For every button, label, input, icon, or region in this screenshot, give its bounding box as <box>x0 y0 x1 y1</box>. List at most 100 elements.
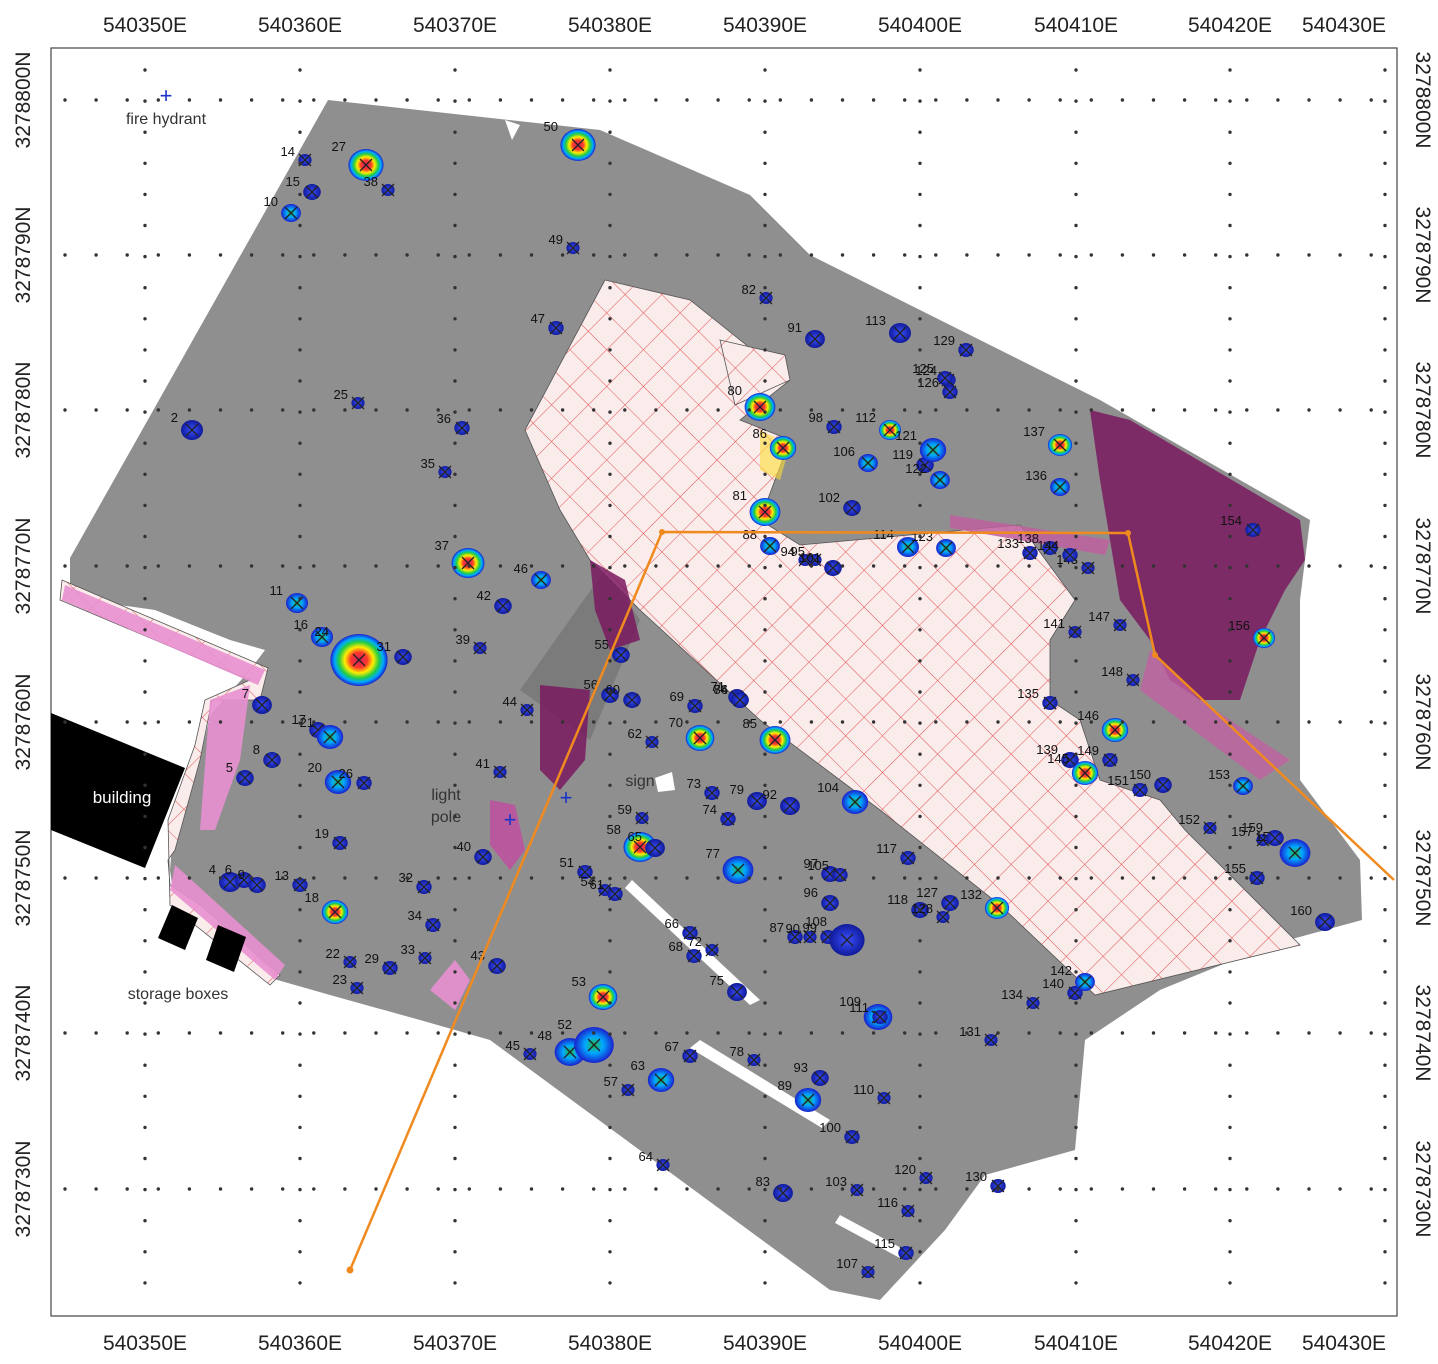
anomaly-label: 91 <box>788 320 802 335</box>
grid-dot <box>187 98 192 102</box>
anomaly-88: 88 <box>743 527 780 555</box>
anomaly-cross-marker <box>1078 766 1092 780</box>
anomaly-cross-marker <box>656 1158 670 1172</box>
grid-dot <box>608 1032 612 1036</box>
anomaly-label: 67 <box>665 1039 679 1054</box>
x-tick-label-top: 540400E <box>878 14 962 37</box>
grid-dot <box>1276 1031 1280 1035</box>
anomaly-label: 145 <box>1047 751 1069 766</box>
grid-dot <box>453 472 457 476</box>
anomaly-cross-marker <box>747 1053 761 1067</box>
grid-dot <box>685 720 689 724</box>
anomaly-59: 59 <box>618 802 649 825</box>
grid-dot <box>143 503 147 508</box>
grid-dot <box>608 130 612 134</box>
grid-dot <box>608 628 612 632</box>
grid-dot <box>1228 970 1232 974</box>
anomaly-label: 144 <box>1037 538 1059 553</box>
grid-dot <box>453 814 457 819</box>
grid-dot <box>298 970 302 974</box>
grid-dot <box>298 876 302 881</box>
grid-dot <box>467 564 471 568</box>
grid-dot <box>918 503 922 508</box>
anomaly-label: 26 <box>339 766 353 781</box>
grid-dot <box>918 534 922 539</box>
grid-dot <box>608 192 612 197</box>
anomaly-cross-marker <box>1250 871 1264 885</box>
anomaly-cross-marker <box>223 875 237 889</box>
grid-dot <box>343 408 347 412</box>
anomaly-label: 7 <box>242 686 249 701</box>
grid-dot <box>218 1031 223 1035</box>
x-tick-label-top: 540350E <box>103 14 187 37</box>
anomaly-68: 68 <box>669 939 702 963</box>
grid-dot <box>918 752 922 756</box>
grid-dot <box>871 408 876 412</box>
anomaly-10: 10 <box>264 194 301 222</box>
anomaly-cross-marker <box>1288 846 1302 860</box>
grid-dot <box>716 1031 720 1035</box>
grid-dot <box>298 130 302 134</box>
anomaly-label: 105 <box>807 858 829 873</box>
grid-dot <box>1074 534 1078 539</box>
anomaly-45: 45 <box>506 1038 537 1061</box>
anomaly-label: 37 <box>435 538 449 553</box>
grid-dot <box>298 192 302 197</box>
grid-dot <box>1228 1156 1232 1161</box>
grid-dot <box>298 783 302 787</box>
fire-hydrant-label: fire hydrant <box>126 111 207 128</box>
grid-dot <box>871 1187 876 1191</box>
anomaly-label: 156 <box>1228 618 1250 633</box>
anomaly-73: 73 <box>687 776 720 800</box>
grid-dot <box>281 1187 285 1191</box>
anomaly-cross-marker <box>1063 753 1077 767</box>
anomaly-label: 103 <box>825 1174 847 1189</box>
grid-dot <box>1383 68 1387 72</box>
grid-dot <box>281 720 285 724</box>
anomaly-cross-marker <box>901 540 915 554</box>
y-tick-label-right: 3278730N <box>1411 1141 1434 1238</box>
grid-dot <box>1120 720 1125 724</box>
anomaly-label: 159 <box>1241 820 1263 835</box>
anomaly-label: 17 <box>292 712 306 727</box>
grid-dot <box>1182 98 1187 102</box>
grid-dot <box>1383 379 1387 383</box>
grid-dot <box>918 1063 922 1067</box>
grid-dot <box>249 253 254 257</box>
grid-dot <box>608 348 612 352</box>
grid-dot <box>778 98 782 102</box>
grid-dot <box>918 1281 922 1285</box>
grid-dot <box>143 410 147 414</box>
anomaly-cross-marker <box>943 385 957 399</box>
anomaly-cross-marker <box>438 465 452 479</box>
anomaly-cross-marker <box>426 918 440 932</box>
grid-dot <box>1307 1187 1311 1191</box>
grid-dot <box>918 565 922 570</box>
anomaly-20: 20 <box>308 760 352 794</box>
anomaly-cross-marker <box>284 206 298 220</box>
grid-dot <box>63 720 67 724</box>
anomaly-70: 70 <box>669 715 715 751</box>
anomaly-cross-marker <box>417 880 431 894</box>
grid-dot <box>453 876 457 881</box>
grid-dot <box>1089 1031 1094 1035</box>
grid-dot <box>405 253 409 257</box>
anomaly-label: 20 <box>308 760 322 775</box>
grid-dot <box>1245 876 1249 880</box>
grid-dot <box>1182 253 1187 257</box>
grid-dot <box>298 317 302 321</box>
grid-dot <box>809 876 814 880</box>
anomaly-cross-marker <box>255 698 269 712</box>
grid-dot <box>654 876 658 880</box>
grid-dot <box>1383 1063 1387 1067</box>
grid-dot <box>1027 98 1031 102</box>
grid-dot <box>453 348 457 352</box>
anomaly-33: 33 <box>401 942 432 965</box>
anomaly-label: 84 <box>714 682 728 697</box>
y-tick-label-left: 3278750N <box>12 830 35 927</box>
grid-dot <box>809 253 814 257</box>
anomaly-13: 13 <box>275 868 308 892</box>
grid-dot <box>467 1187 471 1191</box>
grid-dot <box>918 161 922 165</box>
anomaly-cross-marker <box>343 955 357 969</box>
